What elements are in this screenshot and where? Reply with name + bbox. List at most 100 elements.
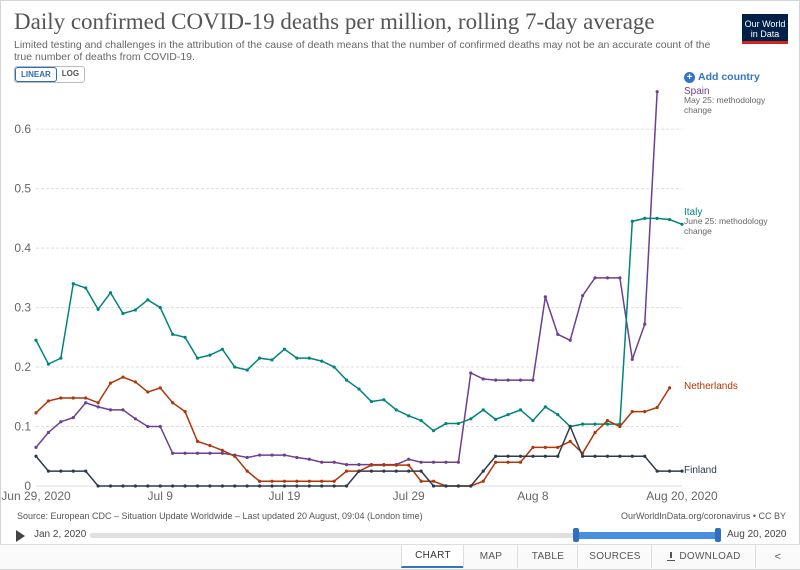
x-tick-label: Jul 9 (148, 489, 174, 503)
data-point (469, 417, 473, 421)
data-point (630, 454, 634, 458)
data-point (258, 479, 262, 483)
data-point (506, 413, 510, 417)
download-label: DOWNLOAD (679, 551, 741, 562)
data-point (667, 386, 672, 390)
data-point (258, 453, 262, 457)
data-point (233, 454, 237, 458)
data-point (96, 401, 100, 405)
play-icon[interactable] (16, 530, 25, 542)
data-point (59, 396, 63, 400)
data-point (456, 484, 460, 488)
data-point (506, 460, 510, 464)
data-point (344, 378, 349, 382)
data-point (369, 399, 374, 404)
data-point (84, 396, 88, 400)
series-lines (34, 90, 684, 488)
data-point (618, 276, 622, 280)
data-point (543, 405, 547, 409)
timeline-start-handle[interactable] (573, 528, 579, 542)
data-point (233, 484, 237, 488)
data-point (419, 469, 423, 473)
data-point (171, 484, 175, 488)
timeline-selected-range[interactable] (576, 532, 718, 539)
data-point (618, 424, 622, 429)
data-point (84, 469, 88, 473)
data-point (431, 484, 436, 488)
data-point (195, 451, 200, 455)
data-point (394, 408, 398, 412)
data-point (46, 362, 51, 366)
tab-bar: CHART MAP TABLE SOURCES DOWNLOAD < (0, 544, 800, 569)
logo-line-2: in Data (750, 29, 780, 39)
x-tick-label: Aug 8 (517, 489, 549, 503)
data-point (282, 484, 287, 488)
data-point (469, 371, 473, 375)
data-point (208, 451, 212, 455)
annotation-line: June 25: methodology (684, 216, 768, 226)
data-point (543, 454, 547, 458)
data-point (320, 359, 324, 363)
x-tick-label: Jun 29, 2020 (1, 489, 71, 503)
data-point (494, 417, 498, 421)
data-point (34, 411, 38, 415)
data-point (183, 484, 187, 488)
timeline-track[interactable] (90, 533, 720, 538)
data-point (71, 469, 75, 473)
tab-chart[interactable]: CHART (401, 545, 464, 568)
data-point (133, 380, 137, 384)
data-point (481, 377, 485, 381)
timeline-start-label: Jan 2, 2020 (34, 529, 87, 540)
data-point (531, 445, 535, 449)
data-point (46, 430, 51, 435)
owid-logo[interactable]: Our World in Data (742, 14, 788, 44)
data-point (407, 463, 411, 467)
data-point (605, 454, 610, 458)
series-line-netherlands (35, 376, 671, 487)
data-point (133, 417, 137, 421)
data-point (307, 479, 311, 483)
grid-lines (36, 128, 682, 487)
log-scale-button[interactable]: LOG (61, 69, 80, 78)
linear-scale-button[interactable]: LINEAR (15, 67, 57, 82)
site-link[interactable]: OurWorldInData.org/coronavirus • CC BY (620, 511, 786, 521)
data-point (581, 422, 585, 426)
data-point (270, 479, 274, 483)
data-point (481, 408, 485, 412)
data-point (518, 454, 523, 458)
timeline-end-handle[interactable] (715, 528, 721, 542)
data-point (183, 335, 187, 339)
data-point (121, 375, 125, 379)
tab-download[interactable]: DOWNLOAD (651, 545, 756, 568)
add-country-label: Add country (698, 71, 760, 83)
series-line-spain (35, 91, 658, 466)
data-point (121, 408, 125, 412)
data-point (593, 422, 597, 426)
data-point (407, 457, 411, 461)
data-point (146, 484, 150, 488)
data-point (133, 308, 137, 312)
data-point (382, 398, 386, 402)
data-point (258, 484, 262, 488)
tab-map[interactable]: MAP (463, 545, 518, 568)
data-point (108, 484, 113, 488)
data-point (655, 216, 659, 220)
add-country-button[interactable]: + Add country (684, 71, 760, 83)
data-point (481, 469, 485, 473)
data-point (270, 453, 274, 457)
data-point (419, 418, 423, 423)
data-point (171, 332, 175, 336)
data-point (245, 484, 249, 488)
data-point (332, 479, 336, 483)
data-point (195, 484, 200, 488)
data-point (643, 454, 647, 458)
data-point (307, 457, 311, 461)
tab-sources[interactable]: SOURCES (577, 545, 652, 568)
data-point (108, 408, 113, 412)
data-point (630, 410, 634, 414)
data-point (158, 424, 162, 429)
share-button[interactable]: < (755, 545, 800, 568)
tab-table[interactable]: TABLE (517, 545, 578, 568)
data-point (307, 484, 311, 488)
